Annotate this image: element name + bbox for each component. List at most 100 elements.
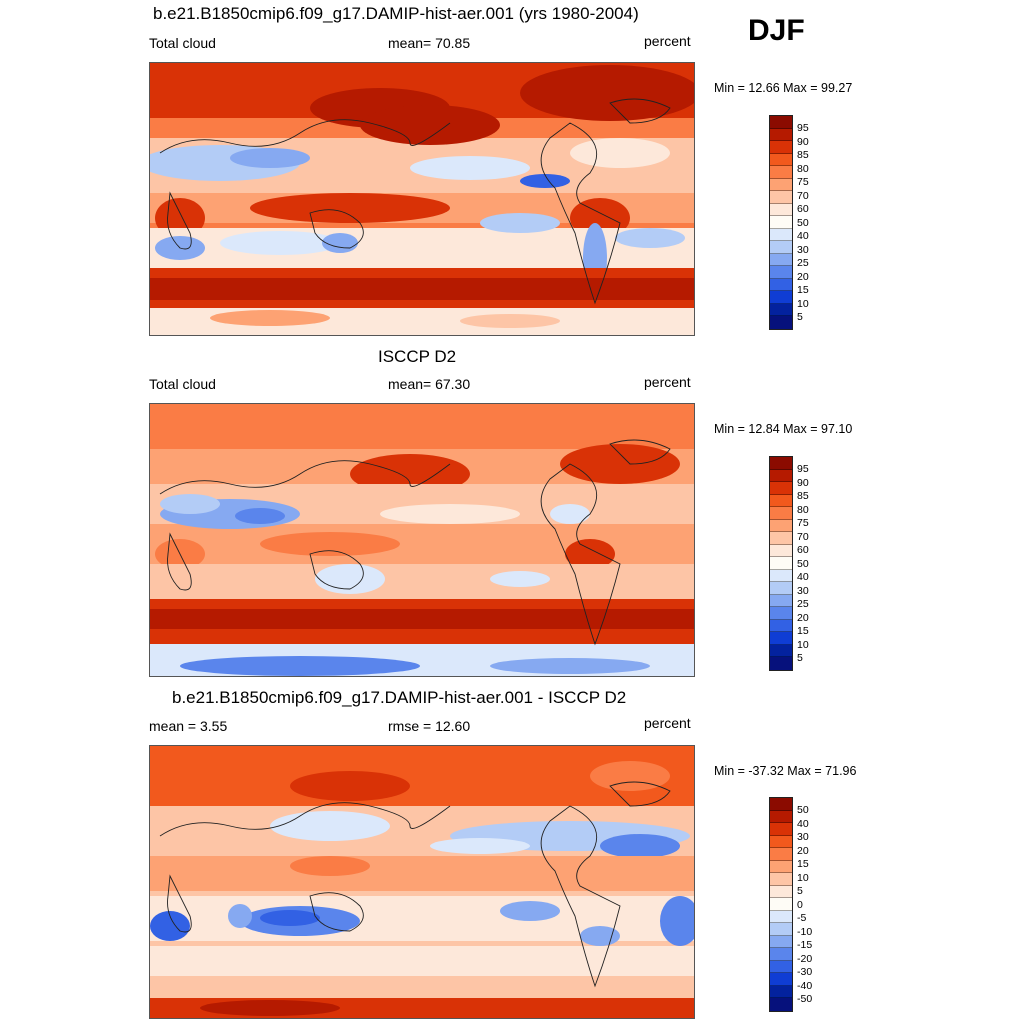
colorbar-tick-label: 40: [797, 817, 809, 830]
colorbar-swatch: [770, 569, 792, 582]
colorbar-tick-label: 70: [797, 189, 809, 202]
colorbar-tick-label: 75: [797, 517, 809, 529]
colorbar-tick-label: 15: [797, 625, 809, 637]
colorbar-tick-label: 85: [797, 149, 809, 161]
colorbar-tick-label: 15: [797, 858, 809, 870]
colorbar-tick-label: 30: [797, 831, 809, 843]
season-label: DJF: [748, 14, 805, 47]
colorbar-swatch: [770, 619, 792, 632]
colorbar-swatch: [770, 835, 792, 848]
colorbar-tick-label: 20: [797, 844, 809, 857]
colorbar-tick-label: 50: [797, 804, 809, 816]
colorbar-swatch: [770, 191, 792, 204]
colorbar-tick-label: 85: [797, 490, 809, 502]
colorbar-swatch: [770, 985, 792, 998]
panel1-left-label: Total cloud: [149, 35, 216, 51]
colorbar-swatch: [770, 116, 792, 129]
colorbar-tick-label: -5: [797, 912, 807, 924]
colorbar-swatch: [770, 557, 792, 570]
colorbar-tick-label: 20: [797, 270, 809, 283]
colorbar-tick-label: 60: [797, 544, 809, 556]
colorbar-swatch: [770, 594, 792, 607]
colorbar-swatch: [770, 228, 792, 241]
panel2-map-field: [150, 404, 694, 676]
colorbar-swatch: [770, 948, 792, 961]
panel3-map: [149, 745, 695, 1019]
panel1-units-label: percent: [644, 33, 691, 49]
colorbar-swatch: [770, 607, 792, 620]
colorbar-swatch: [770, 873, 792, 886]
colorbar-tick-label: 10: [797, 638, 809, 651]
panel2-map: [149, 403, 695, 677]
colorbar-swatch: [770, 507, 792, 520]
panel3-rmse-label: rmse = 12.60: [388, 718, 471, 734]
colorbar-swatch: [770, 494, 792, 507]
colorbar-swatch: [770, 266, 792, 279]
colorbar-tick-label: 95: [797, 463, 809, 475]
panel1-minmax: Min = 12.66 Max = 99.27: [714, 81, 853, 95]
panel1-map-field: [150, 63, 694, 335]
colorbar-tick-label: 95: [797, 122, 809, 134]
colorbar-swatch: [770, 519, 792, 532]
colorbar-tick-label: 60: [797, 203, 809, 215]
colorbar-swatch: [770, 544, 792, 557]
colorbar-swatch: [770, 657, 792, 670]
colorbar-tick-label: 80: [797, 503, 809, 516]
panel3-minmax: Min = -37.32 Max = 71.96: [714, 764, 857, 778]
colorbar-swatch: [770, 923, 792, 936]
panel3-units-label: percent: [644, 715, 691, 731]
colorbar-swatch: [770, 178, 792, 191]
colorbar-tick-label: -50: [797, 993, 813, 1005]
colorbar-tick-label: 30: [797, 243, 809, 256]
colorbar-swatch: [770, 253, 792, 266]
colorbar-swatch: [770, 532, 792, 545]
panel2-minmax: Min = 12.84 Max = 97.10: [714, 422, 853, 436]
colorbar-tick-label: -40: [797, 979, 813, 992]
colorbar-swatch: [770, 469, 792, 482]
colorbar-tick-label: 70: [797, 530, 809, 543]
colorbar-swatch: [770, 960, 792, 973]
colorbar-tick-label: -20: [797, 952, 813, 965]
colorbar-swatch: [770, 203, 792, 216]
panel1-title: b.e21.B1850cmip6.f09_g17.DAMIP-hist-aer.…: [153, 4, 639, 23]
colorbar-tick-label: 40: [797, 230, 809, 242]
colorbar-tick-label: 5: [797, 311, 803, 323]
colorbar-tick-label: 5: [797, 652, 803, 664]
panel2-units-label: percent: [644, 374, 691, 390]
colorbar-swatch: [770, 810, 792, 823]
colorbar-tick-label: -15: [797, 939, 813, 951]
colorbar-tick-label: 15: [797, 284, 809, 296]
colorbar-swatch: [770, 316, 792, 329]
colorbar-swatch: [770, 482, 792, 495]
colorbar-tick-label: 90: [797, 135, 809, 148]
panel1-map: [149, 62, 695, 336]
colorbar-swatch: [770, 291, 792, 304]
panel2-title: ISCCP D2: [378, 347, 457, 366]
panel3-mean-label: mean = 3.55: [149, 718, 228, 734]
colorbar-swatch: [770, 910, 792, 923]
colorbar-tick-label: 0: [797, 898, 803, 911]
panel3-colorbar: [769, 797, 793, 1012]
colorbar-tick-label: 10: [797, 871, 809, 884]
colorbar-tick-label: 50: [797, 557, 809, 570]
colorbar-swatch: [770, 632, 792, 645]
colorbar-swatch: [770, 973, 792, 986]
colorbar-swatch: [770, 241, 792, 254]
panel3-map-field: [150, 746, 694, 1018]
colorbar-swatch: [770, 998, 792, 1011]
panel2-left-label: Total cloud: [149, 376, 216, 392]
colorbar-swatch: [770, 848, 792, 861]
colorbar-tick-label: 5: [797, 885, 803, 897]
colorbar-swatch: [770, 457, 792, 470]
colorbar-swatch: [770, 860, 792, 873]
panel1-colorbar: [769, 115, 793, 330]
colorbar-swatch: [770, 885, 792, 898]
colorbar-swatch: [770, 153, 792, 166]
colorbar-tick-label: -10: [797, 925, 813, 938]
panel3-title: b.e21.B1850cmip6.f09_g17.DAMIP-hist-aer.…: [172, 688, 627, 707]
colorbar-swatch: [770, 644, 792, 657]
colorbar-tick-label: 30: [797, 584, 809, 597]
colorbar-tick-label: 80: [797, 162, 809, 175]
colorbar-swatch: [770, 582, 792, 595]
colorbar-tick-label: 90: [797, 476, 809, 489]
